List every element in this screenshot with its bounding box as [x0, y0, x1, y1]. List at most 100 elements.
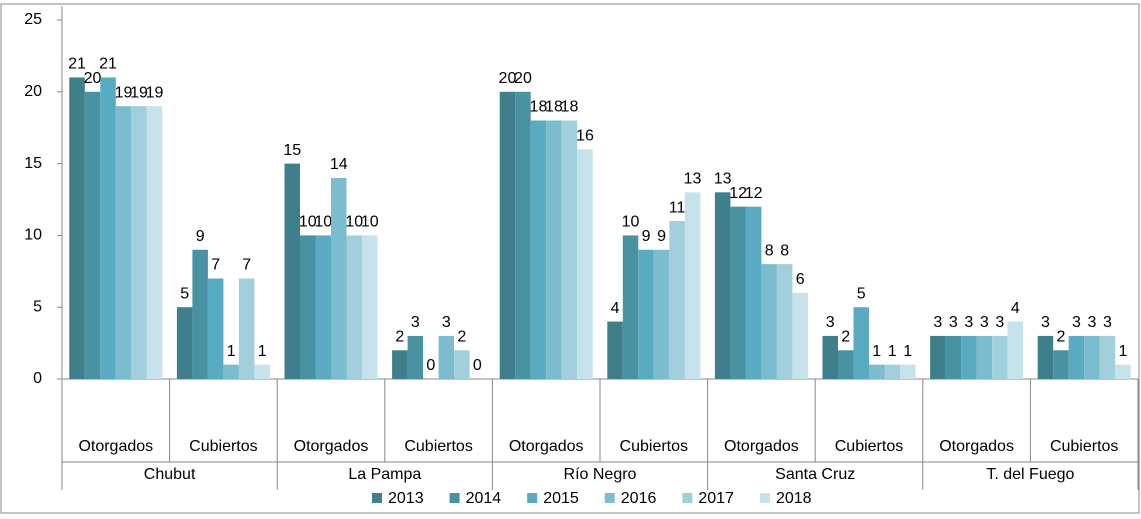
value-label: 4 [1011, 300, 1020, 317]
legend-swatch [759, 493, 770, 503]
y-tick-label: 10 [24, 227, 42, 244]
value-label: 8 [780, 242, 789, 259]
group-label: Santa Cruz [775, 466, 855, 483]
value-label: 16 [576, 127, 594, 144]
y-tick-label: 0 [33, 370, 42, 387]
bar [438, 335, 455, 379]
legend-label: 2018 [776, 490, 812, 507]
value-label: 20 [84, 70, 102, 87]
value-label: 2 [1056, 328, 1065, 345]
bar [930, 335, 946, 379]
value-label: 3 [826, 314, 835, 331]
bar [530, 120, 547, 380]
value-label: 3 [995, 314, 1004, 331]
bar [961, 335, 977, 379]
value-label: 3 [411, 314, 420, 331]
bar [761, 264, 777, 379]
bar [192, 249, 208, 379]
bar [853, 307, 869, 379]
value-label: 10 [345, 214, 363, 231]
value-label: 13 [684, 171, 702, 188]
legend-swatch [372, 493, 382, 503]
x-tick-label: Otorgados [509, 438, 584, 455]
legend-swatch [604, 493, 615, 503]
value-label: 14 [330, 156, 348, 173]
bar [638, 249, 654, 379]
value-label: 7 [211, 257, 220, 274]
bar [1007, 321, 1024, 379]
bar [346, 235, 362, 379]
value-label: 19 [115, 84, 133, 101]
bar [745, 206, 762, 379]
value-label: 9 [642, 228, 651, 245]
x-tick-label: Cubiertos [835, 438, 903, 455]
value-label: 19 [146, 84, 164, 101]
y-tick-label: 20 [24, 83, 42, 100]
value-label: 2 [395, 328, 404, 345]
value-label: 3 [933, 314, 942, 331]
value-label: 5 [857, 285, 866, 302]
bar [1037, 335, 1054, 379]
bar [115, 106, 132, 379]
bar [884, 364, 900, 379]
x-tick-label: Otorgados [724, 438, 799, 455]
value-label: 15 [283, 142, 301, 159]
group-label: Chubut [144, 466, 196, 483]
value-label: 0 [426, 357, 435, 374]
group-label: La Pampa [348, 466, 421, 483]
bar [1053, 350, 1069, 379]
bar [315, 235, 331, 379]
value-label: 10 [314, 214, 332, 231]
x-tick-label: Cubiertos [404, 438, 472, 455]
bar [1115, 364, 1131, 379]
bar [223, 364, 239, 379]
bar [776, 264, 793, 379]
value-label: 3 [949, 314, 958, 331]
x-tick-label: Cubiertos [189, 438, 257, 455]
bar [822, 335, 838, 379]
value-label: 1 [227, 343, 236, 360]
value-label: 1 [258, 343, 267, 360]
value-label: 21 [99, 56, 117, 73]
bar [454, 350, 470, 379]
bar [900, 364, 916, 379]
bar [176, 307, 193, 379]
value-label: 12 [745, 185, 763, 202]
bar [362, 235, 378, 379]
bar [792, 292, 808, 379]
value-label: 0 [473, 357, 482, 374]
bar [238, 278, 255, 379]
x-tick-label: Otorgados [294, 438, 369, 455]
legend-label: 2017 [698, 490, 734, 507]
value-label: 1 [903, 343, 912, 360]
bar [730, 206, 746, 379]
bar [284, 163, 300, 379]
value-label: 4 [611, 300, 620, 317]
value-label: 18 [545, 99, 563, 116]
bar [392, 350, 408, 379]
bar [714, 192, 731, 379]
value-label: 10 [622, 214, 640, 231]
value-label: 2 [457, 328, 466, 345]
bar [407, 335, 424, 379]
value-label: 10 [299, 214, 317, 231]
legend-swatch [527, 493, 538, 503]
bar [499, 91, 516, 380]
bar [300, 235, 316, 379]
bar [254, 364, 270, 379]
value-label: 21 [68, 56, 86, 73]
value-label: 3 [1072, 314, 1081, 331]
x-tick-label: Otorgados [78, 438, 153, 455]
bar [669, 221, 685, 379]
value-label: 8 [765, 242, 774, 259]
value-label: 9 [657, 228, 666, 245]
bar [100, 77, 116, 379]
x-tick-label: Cubiertos [1050, 438, 1118, 455]
bar [1068, 335, 1085, 379]
bar [561, 120, 578, 380]
bar [207, 278, 224, 379]
legend-label: 2013 [388, 490, 424, 507]
value-label: 5 [180, 285, 189, 302]
value-label: 13 [714, 171, 732, 188]
